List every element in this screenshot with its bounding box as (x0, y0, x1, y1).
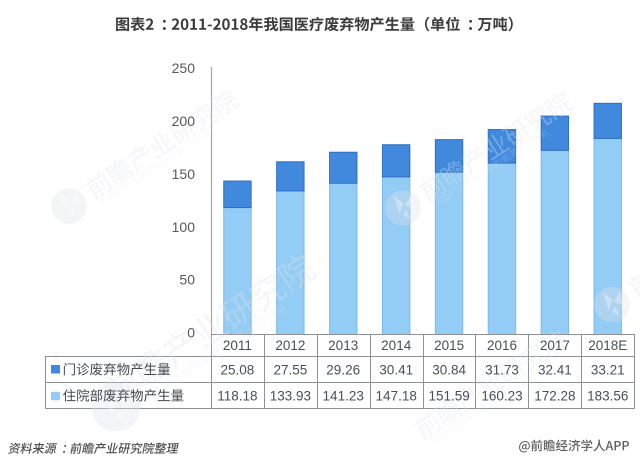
svg-text:29.26: 29.26 (326, 362, 360, 377)
svg-text:150: 150 (172, 166, 196, 182)
svg-text:183.56: 183.56 (587, 389, 628, 404)
svg-text:25.08: 25.08 (221, 362, 255, 377)
svg-text:50: 50 (179, 272, 195, 288)
svg-text:147.18: 147.18 (376, 389, 417, 404)
svg-text:141.23: 141.23 (323, 389, 364, 404)
svg-text:118.18: 118.18 (217, 389, 257, 404)
svg-text:2015: 2015 (434, 338, 464, 353)
svg-text:2012: 2012 (275, 338, 305, 353)
svg-text:32.41: 32.41 (538, 362, 572, 377)
svg-text:30.41: 30.41 (379, 362, 413, 377)
svg-text:100: 100 (172, 219, 196, 235)
svg-text:33.21: 33.21 (591, 362, 625, 377)
svg-text:27.55: 27.55 (274, 362, 308, 377)
svg-text:0: 0 (187, 325, 195, 341)
svg-text:250: 250 (172, 60, 196, 76)
svg-text:160.23: 160.23 (481, 389, 522, 404)
svg-text:133.93: 133.93 (270, 389, 311, 404)
svg-text:2011: 2011 (223, 338, 252, 353)
svg-text:2013: 2013 (328, 338, 358, 353)
svg-text:151.59: 151.59 (428, 389, 469, 404)
svg-text:31.73: 31.73 (485, 362, 519, 377)
svg-text:172.28: 172.28 (534, 389, 575, 404)
svg-text:2016: 2016 (487, 338, 517, 353)
svg-text:2018E: 2018E (588, 338, 627, 353)
svg-text:30.84: 30.84 (432, 362, 466, 377)
svg-text:2014: 2014 (381, 338, 412, 353)
svg-text:200: 200 (172, 113, 196, 129)
svg-text:2017: 2017 (540, 338, 570, 353)
